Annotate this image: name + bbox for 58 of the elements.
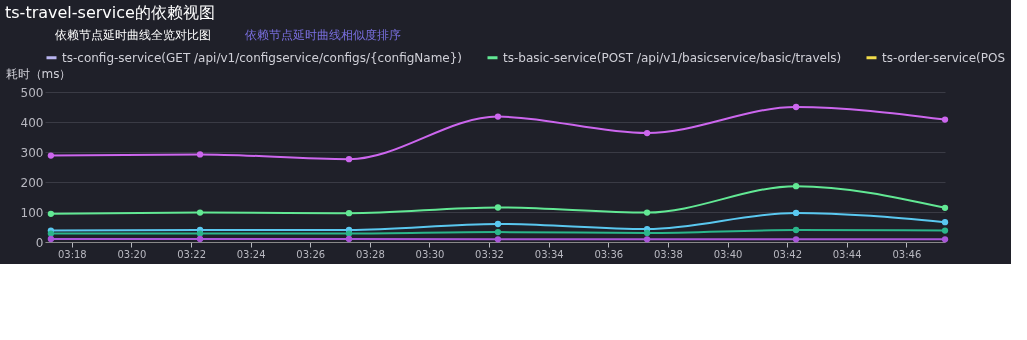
point xyxy=(792,226,800,234)
point xyxy=(941,236,949,243)
x-tick-label: 03:24 xyxy=(236,248,266,260)
point xyxy=(345,210,353,217)
point xyxy=(941,219,949,226)
x-tick-label: 03:46 xyxy=(892,248,922,260)
x-tick-label: 03:18 xyxy=(57,248,87,260)
x-tick-label: 03:44 xyxy=(832,248,862,260)
text: 依赖节点延时曲线全览对比图 xyxy=(55,28,211,42)
point xyxy=(494,204,502,211)
point xyxy=(47,235,55,243)
x-tick-label: 03:40 xyxy=(713,248,743,260)
point xyxy=(643,229,651,237)
point xyxy=(345,235,353,243)
y-tick-label: 0 xyxy=(35,235,44,250)
legend-label: ts-config-service(GET /api/v1/configservice/configs/{configName}) xyxy=(62,50,463,65)
point xyxy=(196,230,204,237)
point xyxy=(345,230,353,237)
point xyxy=(494,220,502,228)
point xyxy=(345,156,353,163)
point xyxy=(941,227,949,234)
point xyxy=(47,152,55,159)
point xyxy=(792,103,800,111)
point xyxy=(196,235,204,243)
x-tick-label: 03:22 xyxy=(177,248,207,260)
legend-label: ts-order-service(POS xyxy=(882,50,1006,65)
point xyxy=(494,228,502,236)
x-tick-label: 03:32 xyxy=(475,248,504,260)
point xyxy=(196,209,204,216)
x-tick-label: 03:42 xyxy=(773,248,803,260)
x-tick-label: 03:36 xyxy=(594,248,624,260)
point xyxy=(643,209,651,216)
text: 依赖节点延时曲线相似度排序 xyxy=(245,28,401,42)
point xyxy=(494,113,502,120)
y-tick-label: 500 xyxy=(20,85,44,100)
x-tick-label: 03:30 xyxy=(415,248,445,260)
point xyxy=(47,210,55,217)
point xyxy=(792,209,800,217)
y-axis-title: 耗时（ms） xyxy=(5,66,72,81)
x-tick-label: 03:28 xyxy=(356,248,385,260)
x-tick-label: 03:20 xyxy=(117,248,147,260)
point xyxy=(494,236,502,243)
y-tick-label: 200 xyxy=(20,175,44,190)
legend-label: ts-basic-service(POST /api/v1/basicservice/basic/travels) xyxy=(503,50,842,65)
y-tick-label: 100 xyxy=(20,205,44,220)
point xyxy=(941,204,949,211)
chart-title: ts-travel-service的依赖视图 xyxy=(5,3,215,22)
x-tick-label: 03:38 xyxy=(653,248,683,260)
point xyxy=(941,116,949,123)
x-tick-label: 03:34 xyxy=(534,248,564,260)
point xyxy=(643,129,651,137)
point xyxy=(792,183,800,190)
point xyxy=(196,151,204,158)
y-tick-label: 300 xyxy=(20,145,44,160)
x-tick-label: 03:26 xyxy=(296,248,326,260)
point xyxy=(792,236,800,243)
y-tick-label: 400 xyxy=(20,115,44,130)
point xyxy=(643,236,651,243)
